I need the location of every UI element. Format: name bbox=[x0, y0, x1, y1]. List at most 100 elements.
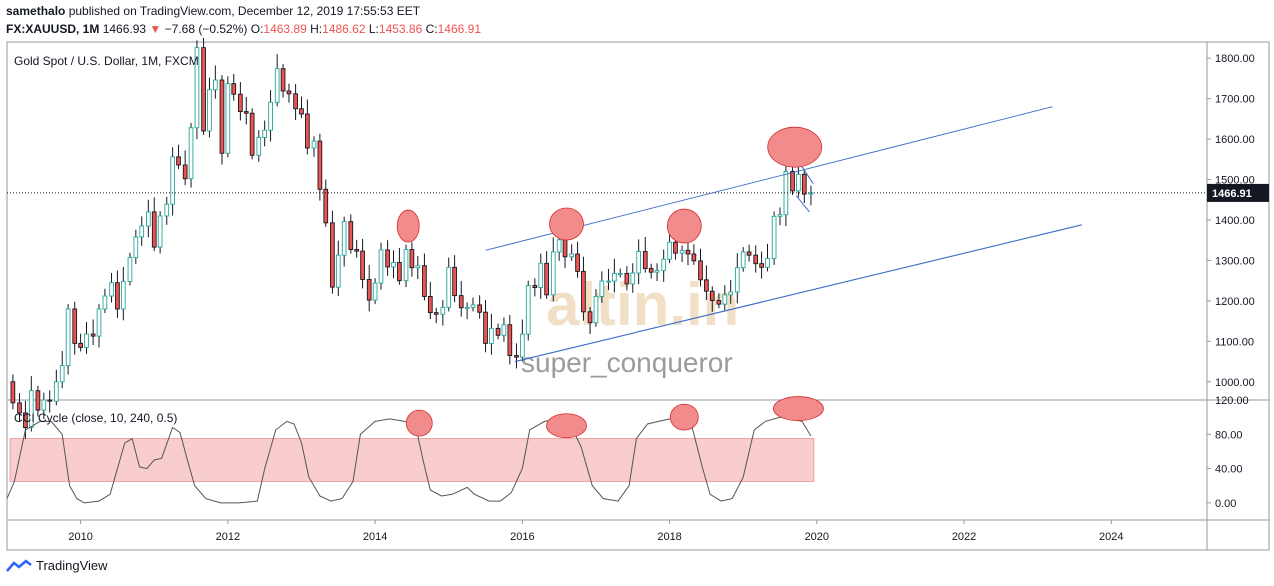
close-label: C: bbox=[425, 22, 438, 36]
drawings[interactable] bbox=[396, 106, 1082, 363]
chart-frame bbox=[6, 41, 1270, 551]
candle-down bbox=[581, 270, 586, 313]
candle-up bbox=[654, 270, 660, 273]
candle-up bbox=[41, 399, 47, 411]
candle-down bbox=[10, 381, 16, 404]
candle-up bbox=[225, 83, 231, 154]
chart-title: Gold Spot / U.S. Dollar, 1M, FXCM bbox=[14, 54, 199, 68]
candle-up bbox=[740, 251, 746, 269]
candle-down bbox=[691, 253, 697, 262]
candle-up bbox=[606, 280, 611, 283]
footer[interactable]: TradingView bbox=[6, 558, 108, 573]
candle-down bbox=[685, 249, 691, 255]
channel-lower-line[interactable] bbox=[514, 224, 1082, 363]
highlight-circle[interactable] bbox=[396, 209, 420, 243]
candle-up bbox=[170, 156, 175, 205]
short-channel-lower[interactable] bbox=[795, 195, 810, 213]
time-tick-label: 2018 bbox=[657, 531, 681, 543]
symbol-label: FX:XAUUSD, 1M bbox=[6, 22, 100, 36]
candle-up bbox=[188, 127, 194, 180]
candle-down bbox=[366, 279, 372, 301]
candle-up bbox=[109, 282, 114, 297]
cci-highlight-circle[interactable] bbox=[773, 396, 824, 421]
candle-up bbox=[53, 381, 59, 402]
candle-down bbox=[397, 262, 402, 282]
cci-title: CCI Cycle (close, 10, 240, 0.5) bbox=[14, 411, 177, 425]
last-price-value: 1466.91 bbox=[1212, 188, 1252, 200]
candle-up bbox=[470, 304, 476, 308]
user-watermark: super_conqueror bbox=[521, 347, 733, 378]
candle-up bbox=[146, 211, 151, 227]
candle-up bbox=[569, 253, 575, 258]
candle-down bbox=[422, 265, 427, 297]
candle-down bbox=[293, 93, 298, 110]
footer-brand: TradingView bbox=[36, 558, 108, 573]
cci-highlight-circle[interactable] bbox=[405, 409, 433, 437]
candle-down bbox=[759, 263, 764, 268]
price-tick-label: 1000.00 bbox=[1215, 377, 1255, 389]
candle-up bbox=[722, 294, 728, 305]
candle-up bbox=[765, 257, 770, 268]
candle-down bbox=[243, 111, 249, 114]
candle-down bbox=[47, 399, 53, 402]
time-tick-label: 2010 bbox=[68, 531, 92, 543]
candle-up bbox=[661, 258, 667, 272]
candle-down bbox=[354, 249, 360, 252]
candle-up bbox=[164, 203, 170, 217]
candle-up bbox=[256, 137, 262, 156]
price-tick-label: 1200.00 bbox=[1215, 296, 1255, 308]
candle-down bbox=[348, 221, 354, 250]
highlight-circle[interactable] bbox=[666, 208, 702, 244]
candle-down bbox=[182, 164, 188, 180]
candle-down bbox=[249, 112, 255, 156]
high-value: 1486.62 bbox=[322, 22, 366, 36]
down-arrow-icon: ▼ bbox=[149, 22, 162, 36]
candle-down bbox=[452, 266, 457, 297]
low-value: 1453.86 bbox=[378, 22, 423, 36]
open-value: 1463.89 bbox=[263, 22, 307, 36]
price-change: −7.68 (−0.52%) bbox=[164, 22, 248, 36]
cci-highlight-circle[interactable] bbox=[669, 403, 699, 431]
author-name[interactable]: samethalo bbox=[6, 4, 66, 18]
candle-down bbox=[23, 412, 28, 428]
candle-down bbox=[409, 249, 415, 269]
time-tick-label: 2024 bbox=[1099, 531, 1123, 543]
candle-down bbox=[544, 262, 549, 296]
candle-down bbox=[238, 93, 243, 113]
highlight-circle[interactable] bbox=[549, 207, 584, 241]
cci-tick-label: 40.00 bbox=[1215, 464, 1243, 476]
cci-tick-label: 80.00 bbox=[1215, 429, 1243, 441]
candle-down bbox=[790, 170, 795, 192]
candle-down bbox=[642, 251, 648, 269]
price-tick-label: 1800.00 bbox=[1215, 53, 1255, 65]
candle-down bbox=[231, 83, 237, 95]
candle-down bbox=[176, 156, 181, 166]
symbol-header: FX:XAUUSD, 1M 1466.93 ▼ −7.68 (−0.52%) O… bbox=[6, 22, 481, 36]
candle-up bbox=[440, 306, 446, 315]
candle-down bbox=[716, 300, 722, 305]
candle-up bbox=[59, 365, 65, 383]
highlight-circle[interactable] bbox=[767, 126, 823, 168]
cci-tick-label: 0.00 bbox=[1215, 498, 1236, 510]
candle-up bbox=[728, 291, 734, 296]
candle-down bbox=[360, 250, 365, 280]
cci-highlight-circle[interactable] bbox=[546, 413, 587, 439]
price-series: 1466.91 bbox=[7, 37, 1269, 439]
low-label: L: bbox=[368, 22, 379, 36]
candle-down bbox=[562, 239, 568, 258]
candle-up bbox=[519, 333, 525, 358]
candle-up bbox=[446, 266, 452, 308]
candle-down bbox=[507, 324, 513, 356]
candle-up bbox=[464, 306, 470, 309]
candle-up bbox=[311, 140, 317, 149]
candle-down bbox=[532, 285, 538, 288]
candle-up bbox=[501, 324, 507, 336]
last-price-tag: 1466.91 bbox=[1207, 183, 1269, 202]
candle-down bbox=[575, 253, 580, 272]
candle-up bbox=[415, 265, 421, 269]
last-price-box bbox=[1207, 183, 1269, 202]
candle-up bbox=[550, 251, 556, 296]
candle-down bbox=[801, 173, 807, 195]
candle-down bbox=[323, 188, 329, 224]
